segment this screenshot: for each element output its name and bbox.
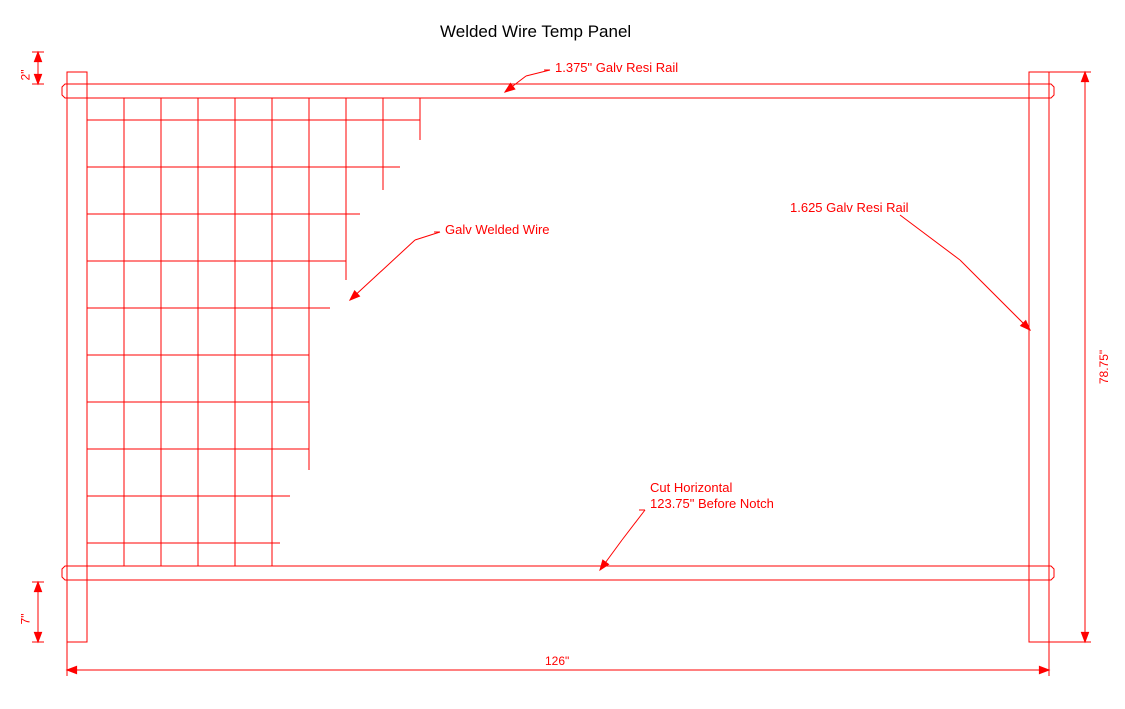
diagram-title: Welded Wire Temp Panel	[440, 22, 631, 42]
dim-bottom-offset: 7"	[18, 614, 32, 625]
dim-height: 78.75"	[1097, 350, 1111, 384]
callout-right-post: 1.625 Galv Resi Rail	[790, 200, 909, 215]
diagram-svg	[0, 0, 1125, 709]
diagram-stage: Welded Wire Temp Panel 1.375" Galv Resi …	[0, 0, 1125, 709]
callout-cut-l1: Cut Horizontal	[650, 480, 732, 495]
dim-top-offset: 2"	[18, 70, 32, 81]
dim-width: 126"	[545, 654, 569, 668]
callout-top-rail: 1.375" Galv Resi Rail	[555, 60, 678, 75]
callout-cut-l2: 123.75" Before Notch	[650, 496, 774, 511]
callout-welded-wire: Galv Welded Wire	[445, 222, 550, 237]
